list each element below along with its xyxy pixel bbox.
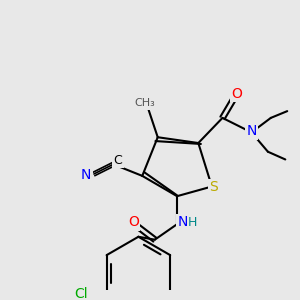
Text: N: N [178, 215, 188, 229]
Text: O: O [128, 215, 139, 229]
Text: N: N [246, 124, 257, 138]
Text: H: H [188, 216, 197, 229]
Text: C: C [114, 154, 122, 167]
Text: O: O [232, 87, 242, 101]
Text: Cl: Cl [75, 287, 88, 300]
Text: S: S [209, 181, 218, 194]
Text: N: N [81, 168, 92, 182]
Text: CH₃: CH₃ [135, 98, 155, 108]
